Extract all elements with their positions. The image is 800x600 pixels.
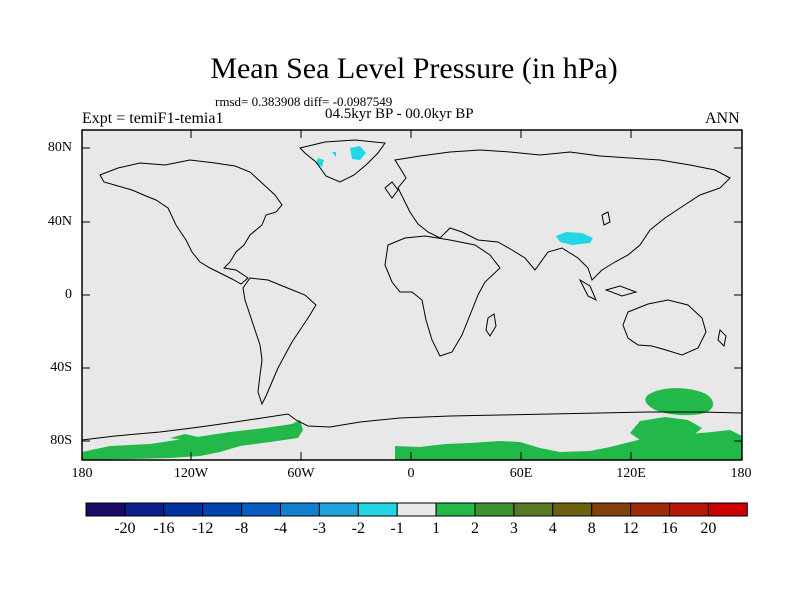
colorbar-swatch [707, 502, 748, 517]
colorbar-label: -8 [234, 520, 249, 537]
colorbar-label: 12 [622, 520, 639, 537]
colorbar-swatch [124, 502, 165, 517]
colorbar-label: 1 [432, 520, 441, 537]
lon-label-60w: 60W [287, 466, 315, 481]
colorbar-swatch [357, 502, 398, 517]
colorbar-swatch [435, 502, 476, 517]
colorbar-label: -12 [192, 520, 214, 537]
map-title: Mean Sea Level Pressure (in hPa) [210, 52, 618, 85]
lat-label-0: 0 [65, 287, 72, 302]
axis-ticks [82, 130, 742, 460]
colorbar-swatch [241, 502, 282, 517]
lon-label-0: 0 [407, 466, 415, 481]
map-background [82, 130, 742, 460]
colorbar-swatch [513, 502, 554, 517]
lon-label-120w: 120W [173, 466, 209, 481]
colorbar-swatch [202, 502, 243, 517]
colorbar-label: 3 [509, 520, 518, 537]
colorbar-label: -20 [114, 520, 136, 537]
season-label: ANN [705, 110, 740, 127]
colorbar-swatch [630, 502, 670, 517]
lon-label-180w: 180 [71, 466, 93, 481]
colorbar-swatch [474, 502, 515, 517]
lat-label-40s: 40S [50, 360, 72, 375]
statistics-label: rmsd= 0.383908 diff= -0.0987549 [215, 94, 393, 109]
lat-label-80s: 80S [50, 433, 72, 448]
colorbar-label: -4 [273, 520, 288, 537]
period-label: 04.5kyr BP - 00.0kyr BP [325, 106, 474, 122]
colorbar-label: 4 [548, 520, 557, 537]
coastlines [81, 139, 743, 441]
colorbar-swatch [669, 502, 709, 517]
colorbar-swatch [396, 502, 437, 517]
lat-label-40n: 40N [47, 214, 72, 229]
colorbar-label: 20 [700, 520, 717, 537]
colorbar-label: -1 [390, 520, 404, 537]
positive-anomaly-regions [82, 388, 742, 460]
colorbar-swatch [552, 502, 593, 517]
colorbar-swatch [318, 502, 359, 517]
lon-label-60e: 60E [509, 466, 533, 481]
colorbar-label: -3 [312, 520, 327, 537]
colorbar-label: -16 [153, 520, 175, 537]
colorbar-swatch [163, 502, 204, 517]
experiment-label: Expt = temiF1-temia1 [82, 110, 224, 127]
lat-label-80n: 80N [47, 140, 72, 155]
lon-label-120e: 120E [616, 466, 646, 481]
colorbar-label: 8 [587, 520, 596, 537]
lon-label-180e: 180 [730, 466, 752, 481]
colorbar-label: 16 [661, 520, 678, 537]
colorbar-label: -2 [351, 520, 365, 537]
colorbar-swatch [85, 502, 126, 517]
colorbar-swatch [280, 502, 320, 517]
colorbar-swatch [591, 502, 632, 517]
colorbar-label: 2 [471, 520, 479, 537]
